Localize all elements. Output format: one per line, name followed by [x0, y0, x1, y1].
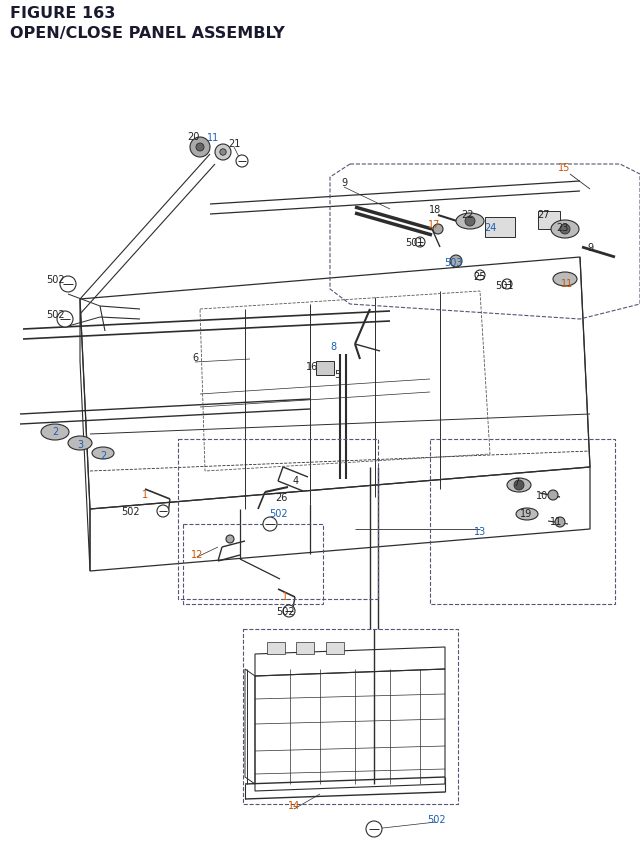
Text: 501: 501 — [404, 238, 423, 248]
Bar — [296, 642, 314, 654]
Text: 23: 23 — [556, 223, 568, 232]
Bar — [183, 524, 323, 604]
Circle shape — [215, 145, 231, 161]
Text: 4: 4 — [293, 475, 299, 486]
Circle shape — [157, 505, 169, 517]
Text: 502: 502 — [45, 310, 64, 319]
Text: 20: 20 — [187, 132, 199, 142]
Text: 24: 24 — [484, 223, 496, 232]
Text: 3: 3 — [77, 439, 83, 449]
Circle shape — [190, 138, 210, 158]
Text: 8: 8 — [330, 342, 336, 351]
Text: 5: 5 — [334, 369, 340, 380]
Circle shape — [220, 150, 226, 156]
Ellipse shape — [507, 479, 531, 492]
Text: 11: 11 — [550, 517, 562, 526]
Circle shape — [502, 280, 512, 289]
Text: 11: 11 — [561, 279, 573, 288]
Bar — [316, 362, 334, 375]
Circle shape — [283, 605, 295, 617]
Text: 22: 22 — [461, 210, 473, 220]
Text: 27: 27 — [537, 210, 549, 220]
Circle shape — [60, 276, 76, 293]
Ellipse shape — [68, 437, 92, 450]
Circle shape — [366, 821, 382, 837]
Circle shape — [548, 491, 558, 500]
Circle shape — [514, 480, 524, 491]
Ellipse shape — [92, 448, 114, 460]
Circle shape — [236, 156, 248, 168]
Circle shape — [263, 517, 277, 531]
Text: 6: 6 — [192, 353, 198, 362]
Circle shape — [415, 238, 425, 248]
Circle shape — [196, 144, 204, 152]
Text: 502: 502 — [269, 508, 287, 518]
Circle shape — [57, 312, 73, 328]
Text: 18: 18 — [429, 205, 441, 214]
Text: 17: 17 — [428, 220, 440, 230]
Text: OPEN/CLOSE PANEL ASSEMBLY: OPEN/CLOSE PANEL ASSEMBLY — [10, 26, 285, 41]
Text: 7: 7 — [513, 478, 519, 487]
Text: 503: 503 — [444, 257, 462, 268]
Circle shape — [475, 270, 485, 281]
Bar — [326, 642, 344, 654]
Ellipse shape — [456, 214, 484, 230]
Text: 1: 1 — [282, 592, 288, 601]
Circle shape — [450, 256, 462, 268]
Text: 12: 12 — [191, 549, 203, 560]
Circle shape — [555, 517, 565, 528]
Text: 25: 25 — [473, 272, 485, 282]
Ellipse shape — [516, 508, 538, 520]
Text: 502: 502 — [427, 814, 445, 824]
Bar — [178, 439, 378, 599]
Circle shape — [226, 536, 234, 543]
Text: 9: 9 — [341, 177, 347, 188]
Text: 19: 19 — [520, 508, 532, 518]
Bar — [243, 629, 458, 804]
Text: 502: 502 — [45, 275, 64, 285]
Text: 1: 1 — [142, 489, 148, 499]
Text: 501: 501 — [495, 281, 513, 291]
Text: 502: 502 — [276, 606, 294, 616]
Text: 15: 15 — [558, 163, 570, 173]
FancyBboxPatch shape — [538, 212, 560, 230]
Ellipse shape — [553, 273, 577, 287]
Text: 502: 502 — [121, 506, 140, 517]
Text: 13: 13 — [474, 526, 486, 536]
Text: 2: 2 — [100, 450, 106, 461]
Circle shape — [433, 225, 443, 235]
Circle shape — [465, 217, 475, 226]
Text: 2: 2 — [52, 426, 58, 437]
Text: 11: 11 — [207, 133, 219, 143]
FancyBboxPatch shape — [485, 218, 515, 238]
Bar — [430, 439, 615, 604]
Bar — [267, 642, 285, 654]
Text: 14: 14 — [288, 800, 300, 810]
Text: 9: 9 — [587, 243, 593, 253]
Circle shape — [560, 225, 570, 235]
Text: FIGURE 163: FIGURE 163 — [10, 6, 115, 21]
Text: 26: 26 — [275, 492, 287, 503]
Text: 10: 10 — [536, 491, 548, 500]
Text: 16: 16 — [306, 362, 318, 372]
Text: 21: 21 — [228, 139, 240, 149]
Ellipse shape — [551, 220, 579, 238]
Ellipse shape — [41, 424, 69, 441]
